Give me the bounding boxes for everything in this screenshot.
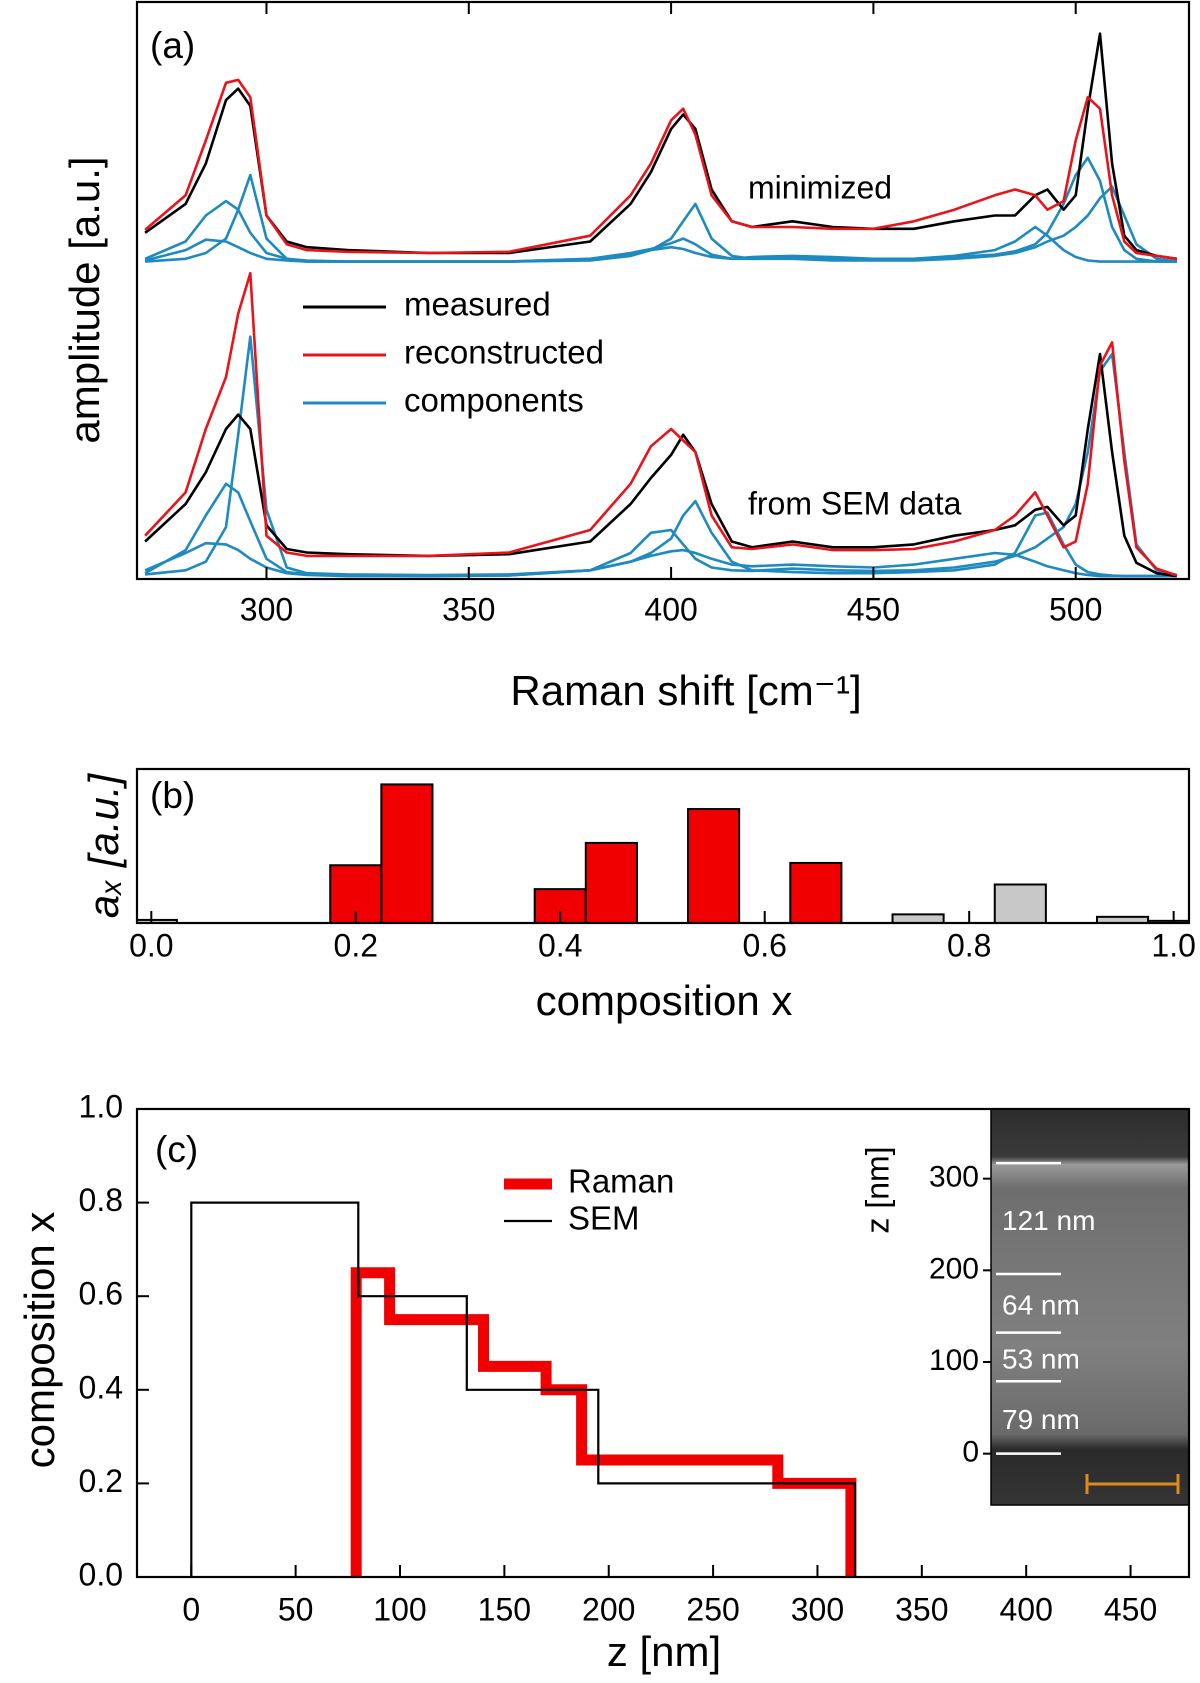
spectrum-line: [144, 352, 1178, 578]
y-tick-label: 1.0: [79, 1088, 123, 1124]
plot-area: [137, 783, 1189, 923]
x-tick-label: 0.8: [947, 927, 991, 963]
x-tick-label: 400: [644, 591, 697, 627]
layer-label: 64 nm: [1002, 1290, 1080, 1321]
y-axis-label: amplitude [a.u.]: [61, 156, 108, 443]
legend-label: reconstructed: [404, 334, 604, 371]
spectrum-line: [144, 271, 1178, 577]
x-tick-label: 450: [1104, 1591, 1157, 1627]
inset-y-tick-label: 0: [962, 1436, 979, 1469]
plot-frame: [135, 1107, 1191, 1579]
x-axis-label: Raman shift [cm⁻¹]: [510, 667, 861, 714]
bar: [380, 783, 434, 923]
plot-area: [144, 32, 1178, 578]
layer-label: 79 nm: [1002, 1404, 1080, 1435]
inset-y-axis-label: z [nm]: [859, 1146, 895, 1233]
annotation: from SEM data: [748, 485, 962, 521]
plot-frame: [135, 0, 1191, 581]
step-line: [190, 1201, 857, 1577]
x-tick-label: 250: [686, 1591, 739, 1627]
x-tick-label: 300: [791, 1591, 844, 1627]
y-axis-label: aₓ [a.u.]: [80, 772, 127, 918]
spectrum-line: [144, 78, 1178, 261]
x-tick-label: 0: [182, 1591, 200, 1627]
y-tick-label: 0.6: [79, 1276, 123, 1312]
x-tick-label: 50: [278, 1591, 314, 1627]
bar: [687, 808, 741, 923]
step-line: [350, 1267, 857, 1577]
x-axis-label: composition x: [536, 977, 793, 1024]
x-tick-label: 350: [895, 1591, 948, 1627]
bar: [329, 864, 383, 923]
x-tick-label: 200: [582, 1591, 635, 1627]
x-tick-label: 400: [999, 1591, 1052, 1627]
annotation: minimized: [748, 169, 892, 205]
bar: [789, 861, 843, 923]
panel-label: (b): [150, 775, 195, 816]
spectrum-line: [144, 225, 1177, 263]
x-tick-label: 350: [442, 591, 495, 627]
x-tick-label: 100: [373, 1591, 426, 1627]
spectrum-line: [144, 32, 1178, 261]
spectrum-line: [144, 335, 1177, 578]
sem-image: [990, 1108, 1190, 1506]
x-tick-label: 0.2: [334, 927, 378, 963]
x-tick-label: 500: [1049, 591, 1102, 627]
spectrum-line: [145, 173, 1178, 263]
legend-label: Raman: [568, 1163, 674, 1200]
bar: [993, 883, 1047, 923]
plot-area: [190, 1201, 857, 1577]
x-tick-label: 0.6: [742, 927, 786, 963]
x-tick-label: 300: [240, 591, 293, 627]
y-axis-label: composition x: [16, 1212, 63, 1469]
spectrum-line: [144, 352, 1178, 578]
plot-frame: [135, 767, 1191, 925]
bar: [891, 913, 945, 923]
inset-y-tick-label: 300: [929, 1161, 979, 1194]
panel-label: (c): [155, 1129, 198, 1170]
x-tick-label: 150: [478, 1591, 531, 1627]
legend-label: measured: [404, 286, 551, 323]
spectrum-line: [144, 541, 1177, 578]
inset-y-tick-label: 200: [929, 1252, 979, 1285]
legend-label: SEM: [568, 1200, 640, 1237]
x-tick-label: 0.0: [129, 927, 173, 963]
panel-label: (a): [150, 25, 195, 66]
y-tick-label: 0.8: [79, 1182, 123, 1218]
legend-label: components: [404, 382, 584, 419]
inset-y-tick-label: 100: [929, 1344, 979, 1377]
y-tick-label: 0.0: [79, 1556, 123, 1592]
y-tick-label: 0.4: [79, 1369, 123, 1405]
y-tick-label: 0.2: [79, 1463, 123, 1499]
x-tick-label: 1.0: [1151, 927, 1195, 963]
x-tick-label: 0.4: [538, 927, 582, 963]
x-axis-label: z [nm]: [607, 1628, 721, 1675]
x-tick-label: 450: [847, 591, 900, 627]
layer-label: 121 nm: [1002, 1205, 1095, 1236]
bar: [584, 841, 638, 923]
layer-label: 53 nm: [1002, 1343, 1080, 1374]
